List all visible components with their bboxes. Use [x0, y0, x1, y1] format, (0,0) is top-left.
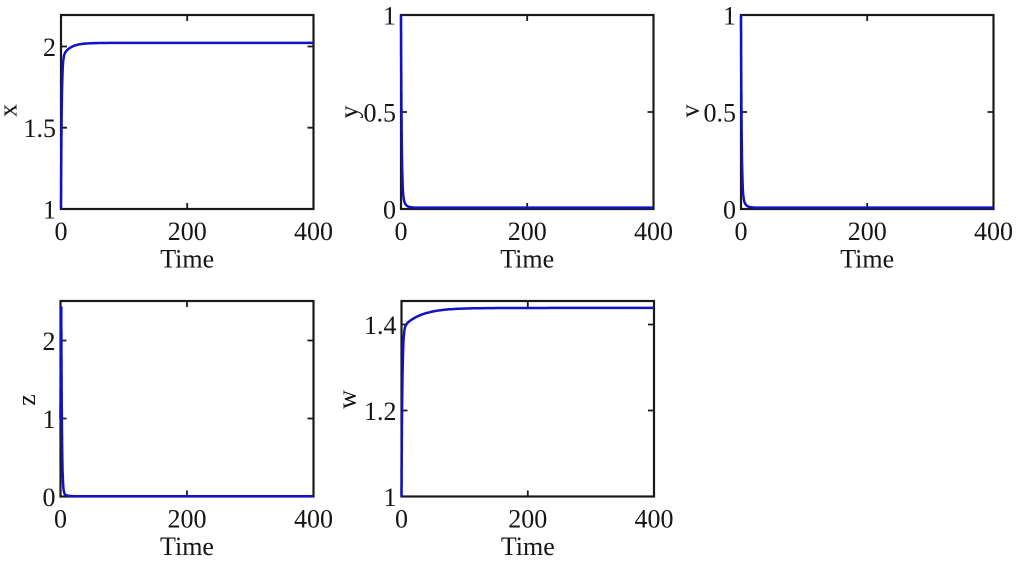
svg-text:x: x: [0, 104, 23, 117]
svg-text:0: 0: [735, 217, 748, 246]
svg-text:400: 400: [974, 217, 1013, 246]
svg-text:2: 2: [43, 33, 56, 62]
svg-text:200: 200: [508, 505, 547, 534]
svg-text:400: 400: [294, 217, 333, 246]
svg-text:0: 0: [395, 505, 408, 534]
svg-text:0.5: 0.5: [704, 99, 737, 128]
svg-text:v: v: [676, 105, 705, 118]
svg-text:0: 0: [43, 483, 56, 512]
svg-text:200: 200: [508, 217, 547, 246]
svg-text:1.4: 1.4: [364, 311, 397, 340]
svg-text:400: 400: [294, 505, 333, 534]
svg-text:1: 1: [723, 2, 736, 31]
svg-text:0.5: 0.5: [364, 99, 397, 128]
svg-text:z: z: [12, 394, 41, 406]
svg-text:200: 200: [848, 217, 887, 246]
svg-text:200: 200: [168, 217, 207, 246]
svg-text:1: 1: [384, 483, 397, 512]
svg-text:400: 400: [634, 217, 673, 246]
svg-text:1: 1: [383, 2, 396, 31]
svg-text:200: 200: [168, 505, 207, 534]
svg-text:1.5: 1.5: [24, 114, 57, 143]
svg-text:0: 0: [383, 196, 396, 225]
svg-text:Time: Time: [160, 245, 214, 274]
svg-text:1: 1: [43, 196, 56, 225]
svg-text:Time: Time: [501, 532, 555, 561]
svg-text:Time: Time: [160, 532, 214, 561]
svg-text:0: 0: [55, 217, 68, 246]
svg-text:w: w: [333, 390, 362, 409]
svg-text:Time: Time: [840, 245, 894, 274]
svg-text:400: 400: [635, 505, 674, 534]
svg-text:y: y: [335, 106, 364, 119]
svg-text:1.2: 1.2: [364, 397, 397, 426]
svg-text:1: 1: [43, 405, 56, 434]
svg-text:2: 2: [43, 327, 56, 356]
svg-text:Time: Time: [500, 245, 554, 274]
svg-text:0: 0: [723, 196, 736, 225]
svg-text:0: 0: [54, 505, 67, 534]
svg-text:0: 0: [395, 217, 408, 246]
